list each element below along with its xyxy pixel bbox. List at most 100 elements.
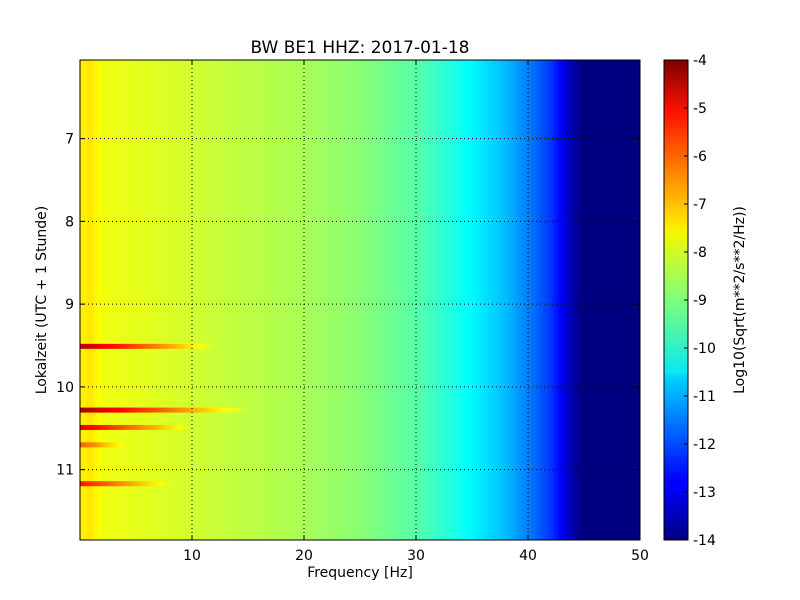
event-band xyxy=(167,343,172,349)
event-band xyxy=(109,442,111,448)
spectrogram-column xyxy=(483,60,487,540)
event-band xyxy=(231,407,236,413)
spectrogram-column xyxy=(183,60,187,540)
spectrogram-column xyxy=(346,60,350,540)
grid-lines xyxy=(80,60,640,540)
event-band xyxy=(104,481,108,487)
spectrogram-column xyxy=(435,60,439,540)
spectrogram-column xyxy=(186,60,190,540)
colorbar-tick-label: -12 xyxy=(693,437,716,453)
spectrogram-column xyxy=(606,60,610,540)
spectrogram-column xyxy=(614,60,619,540)
spectrogram-column xyxy=(292,60,297,540)
event-band xyxy=(144,481,148,487)
colorbar-tick-label: -6 xyxy=(693,149,707,165)
spectrogram-column xyxy=(180,60,185,540)
spectrogram-column xyxy=(284,60,288,540)
event-band xyxy=(180,424,185,430)
x-tick-label: 50 xyxy=(631,548,649,564)
spectrogram-column xyxy=(301,60,305,540)
event-band xyxy=(96,343,101,349)
colorbar-tick-label: -9 xyxy=(693,293,707,309)
spectrogram-column xyxy=(113,60,117,540)
event-band xyxy=(138,424,143,430)
spectrogram-column xyxy=(175,60,179,540)
event-band xyxy=(138,481,141,487)
event-band xyxy=(112,442,115,448)
spectrogram-column xyxy=(320,60,325,540)
spectrogram-column xyxy=(236,60,241,540)
spectrogram-column xyxy=(360,60,364,540)
spectrogram-column xyxy=(500,60,504,540)
event-band xyxy=(178,424,182,430)
spectrogram-column xyxy=(304,60,308,540)
spectrogram-column xyxy=(351,60,355,540)
event-band xyxy=(99,424,103,430)
spectrogram-column xyxy=(110,60,115,540)
y-tick-label: 9 xyxy=(65,297,74,313)
spectrogram-column xyxy=(287,60,291,540)
spectrogram-column xyxy=(119,60,123,540)
event-band xyxy=(113,407,119,413)
event-band xyxy=(106,442,109,448)
spectrogram-column xyxy=(124,60,129,540)
event-band xyxy=(186,424,190,430)
event-band xyxy=(190,343,195,349)
event-band xyxy=(183,424,187,430)
event-band xyxy=(140,481,144,487)
event-band xyxy=(105,424,109,430)
spectrogram-column xyxy=(508,60,512,540)
spectrogram-column xyxy=(561,60,565,540)
event-band xyxy=(91,424,95,430)
event-band xyxy=(120,343,125,349)
event-band xyxy=(96,424,101,430)
spectrogram-columns xyxy=(80,60,640,540)
spectrogram-column xyxy=(273,60,277,540)
event-band xyxy=(172,424,176,430)
event-band xyxy=(243,407,249,413)
spectrogram-column xyxy=(486,60,490,540)
spectrogram-column xyxy=(108,60,112,540)
spectrogram-column xyxy=(544,60,549,540)
event-band xyxy=(164,407,169,413)
spectrogram-column xyxy=(589,60,593,540)
spectrogram-column xyxy=(365,60,369,540)
spectrogram-column xyxy=(396,60,400,540)
event-band xyxy=(113,424,117,430)
event-band xyxy=(180,343,185,349)
event-band xyxy=(90,343,94,349)
colorbar-label: Log10(Sqrt(m**2/s**2/Hz)) xyxy=(732,206,748,394)
event-band xyxy=(93,343,98,349)
event-band xyxy=(94,442,97,448)
spectrogram-column xyxy=(449,60,453,540)
spectrogram-column xyxy=(337,60,341,540)
spectrogram-column xyxy=(617,60,621,540)
spectrogram-column xyxy=(368,60,372,540)
spectrogram-column xyxy=(410,60,414,540)
event-band xyxy=(185,407,190,413)
spectrogram-column xyxy=(270,60,274,540)
spectrogram-column xyxy=(172,60,176,540)
y-axis-ticks: 7 8 9 10 11 xyxy=(56,132,640,479)
spectrogram-column xyxy=(348,60,353,540)
event-band xyxy=(91,442,93,448)
spectrogram-column xyxy=(424,60,428,540)
plot-area xyxy=(80,60,640,540)
event-band xyxy=(115,442,118,448)
event-band xyxy=(111,481,115,487)
spectrogram-column xyxy=(430,60,434,540)
event-band xyxy=(164,343,168,349)
x-tick-label: 40 xyxy=(519,548,537,564)
spectrogram-column xyxy=(329,60,333,540)
spectrogram-column xyxy=(245,60,249,540)
x-tick-label: 10 xyxy=(183,548,201,564)
event-band xyxy=(80,424,84,430)
event-band xyxy=(93,442,96,448)
spectrogram-column xyxy=(164,60,168,540)
event-band xyxy=(187,343,192,349)
spectrogram-column xyxy=(225,60,229,540)
event-band xyxy=(133,481,137,487)
event-band xyxy=(130,407,136,413)
event-band xyxy=(80,343,84,349)
event-band xyxy=(177,343,182,349)
